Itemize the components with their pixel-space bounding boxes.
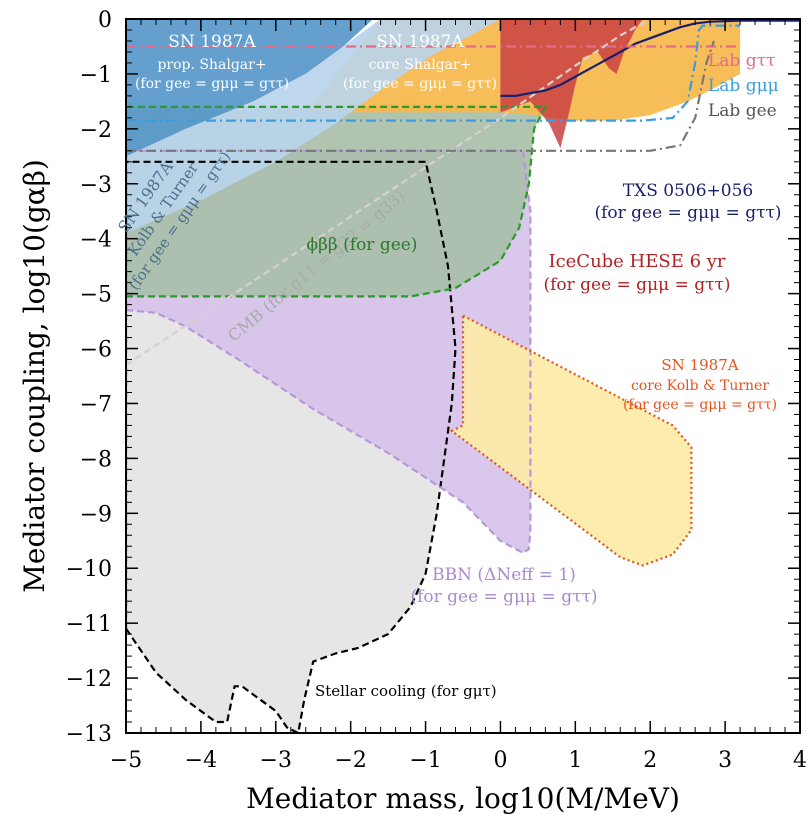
annotation-sn-core-shalgar: SN 1987A core Shalgar+ (for gee = gμμ = gτ… <box>343 32 497 92</box>
annotation-text: SN 1987A <box>661 356 738 374</box>
x-tick-label: 1 <box>568 748 582 773</box>
annotation-text: (for gee = gμμ = gττ) <box>135 76 289 92</box>
line-TXS <box>500 19 800 98</box>
y-tick-label: −2 <box>80 118 112 143</box>
annotation-text: (for gee = gμμ = gττ) <box>543 275 730 295</box>
annotation-lab-gee: Lab gee <box>708 101 777 121</box>
annotation-phibb: ϕββ (for gee) <box>307 235 418 255</box>
y-tick-label: −11 <box>66 612 112 637</box>
line-CMB <box>126 19 651 366</box>
x-tick-label: −4 <box>185 748 217 773</box>
annotation-text: (for gee = gμμ = gττ) <box>343 76 497 92</box>
x-tick-label: −2 <box>334 748 366 773</box>
y-tick-label: 0 <box>98 8 112 33</box>
y-tick-label: −4 <box>80 228 112 253</box>
x-tick-label: 4 <box>793 748 807 773</box>
annotation-text: ϕββ (for gee) <box>307 235 418 255</box>
x-tick-label: 3 <box>718 748 732 773</box>
region-edge-bbn <box>126 149 532 555</box>
annotation-sn-prop-shalgar: SN 1987A prop. Shalgar+ (for gee = gμμ = g… <box>135 32 289 92</box>
annotation-bbn: BBN (ΔNeff = 1)(for gee = gμμ = gττ) <box>410 565 597 607</box>
annotation-text: (for gee = gμμ = gττ) <box>410 587 597 607</box>
annotation-txs: TXS 0506+056(for gee = gμμ = gττ) <box>594 181 781 223</box>
annotation-text: IceCube HESE 6 yr <box>548 251 725 272</box>
annotation-text: core Kolb & Turner <box>631 378 769 394</box>
annotation-text: Lab gττ <box>708 51 775 71</box>
region-icecube <box>500 19 643 149</box>
annotation-text: BBN (ΔNeff = 1) <box>432 565 576 585</box>
ticks-layer: −5 −4 −3 −2 −1 0 1 2 3 40−1−2−3−4−5−6−7−8−9−10−11… <box>66 8 807 773</box>
x-tick-label: −3 <box>260 748 292 773</box>
annotation-text: (for gee = gμμ = gττ) <box>594 203 781 223</box>
y-tick-label: −8 <box>80 447 112 472</box>
y-tick-label: −3 <box>80 173 112 198</box>
region-edge-stellar <box>126 160 457 733</box>
x-tick-label: 2 <box>643 748 657 773</box>
annotation-text: (for gee = gμμ = gττ) <box>623 397 777 413</box>
region-sn_core_kt <box>451 315 692 566</box>
x-axis-label: Mediator mass, log10(M/MeV) <box>246 782 680 815</box>
annotation-sn-core-kt: SN 1987A core Kolb & Turner (for gee = gμμ… <box>623 356 777 413</box>
line-lab_gmm <box>126 24 741 122</box>
annotation-stellar: Stellar cooling (for gμτ) <box>315 682 497 700</box>
region-sn_prop_shalgar <box>126 19 374 157</box>
annotation-text: Lab gμμ <box>708 76 779 96</box>
y-tick-label: −12 <box>66 667 112 692</box>
y-tick-label: −10 <box>66 557 112 582</box>
y-axis-label: Mediator coupling, log10(gαβ) <box>18 159 51 593</box>
y-tick-label: −7 <box>80 392 112 417</box>
annotation-text: prop. Shalgar+ <box>157 57 266 73</box>
x-tick-label: 0 <box>493 748 507 773</box>
annotation-text: Lab gee <box>708 101 777 121</box>
annotation-text: SN 1987A <box>168 32 256 52</box>
annotation-lab-gmm: Lab gμμ <box>708 76 779 96</box>
lines-layer <box>126 19 800 366</box>
annotation-text: Stellar cooling (for gμτ) <box>315 682 497 700</box>
x-tick-label: −1 <box>409 748 441 773</box>
annotation-text: SN 1987A <box>376 32 464 52</box>
region-edge-sn_core_kt <box>449 314 693 567</box>
plot-frame <box>125 18 801 734</box>
annotation-icecube: IceCube HESE 6 yr (for gee = gμμ = gττ) <box>543 251 730 295</box>
y-tick-label: −5 <box>80 283 112 308</box>
region-sn_kt_light <box>126 19 501 234</box>
y-tick-label: −13 <box>66 722 112 747</box>
annotation-text: TXS 0506+056 <box>623 181 753 201</box>
region-edge-phibb <box>126 105 548 298</box>
line-lab_gee <box>126 40 715 152</box>
y-tick-label: −9 <box>80 502 112 527</box>
annotation-text: core Shalgar+ <box>369 57 472 73</box>
annotation-lab-gtt: Lab gττ <box>708 51 775 71</box>
regions-layer <box>126 19 741 733</box>
x-tick-label: −5 <box>110 748 142 773</box>
y-tick-label: −6 <box>80 338 112 363</box>
y-tick-label: −1 <box>80 63 112 88</box>
